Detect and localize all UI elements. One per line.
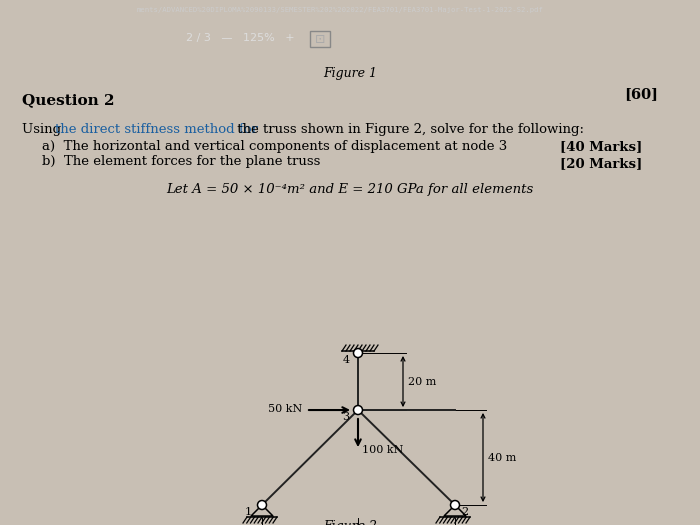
Text: 40 m: 40 m: [488, 453, 517, 463]
Text: b)  The element forces for the plane truss: b) The element forces for the plane trus…: [42, 155, 321, 168]
Text: Using: Using: [22, 123, 65, 136]
Text: Let A = 50 × 10⁻⁴m² and E = 210 GPa for all elements: Let A = 50 × 10⁻⁴m² and E = 210 GPa for …: [167, 183, 533, 196]
Text: the direct stiffness method for: the direct stiffness method for: [55, 123, 258, 136]
Circle shape: [354, 349, 363, 358]
Text: 50 kN: 50 kN: [267, 404, 302, 414]
Text: a)  The horizontal and vertical components of displacement at node 3: a) The horizontal and vertical component…: [42, 140, 508, 153]
Text: 100 kN: 100 kN: [362, 445, 403, 455]
Text: 2 / 3   —   125%   +: 2 / 3 — 125% +: [186, 34, 294, 44]
Circle shape: [258, 500, 267, 509]
Text: Question 2: Question 2: [22, 93, 115, 107]
Text: [20 Marks]: [20 Marks]: [560, 157, 643, 170]
Text: 4: 4: [343, 355, 350, 365]
Text: 1: 1: [245, 507, 252, 517]
Circle shape: [354, 405, 363, 415]
Text: the truss shown in Figure 2, solve for the following:: the truss shown in Figure 2, solve for t…: [233, 123, 584, 136]
Text: Figure 2: Figure 2: [323, 520, 377, 525]
Text: ⊡: ⊡: [315, 34, 326, 47]
Text: 2: 2: [461, 507, 468, 517]
Text: Figure 1: Figure 1: [323, 67, 377, 80]
Text: [60]: [60]: [624, 87, 658, 101]
Text: 3: 3: [342, 412, 349, 422]
Circle shape: [451, 500, 459, 509]
Text: ments/ADVANCED%20DIPLOMA%2090133/SEMESTER%202%202022/FEA3701/FEA3701-Major-Test-: ments/ADVANCED%20DIPLOMA%2090133/SEMESTE…: [136, 7, 543, 13]
Text: [40 Marks]: [40 Marks]: [560, 140, 643, 153]
Text: 20 m: 20 m: [408, 376, 436, 386]
